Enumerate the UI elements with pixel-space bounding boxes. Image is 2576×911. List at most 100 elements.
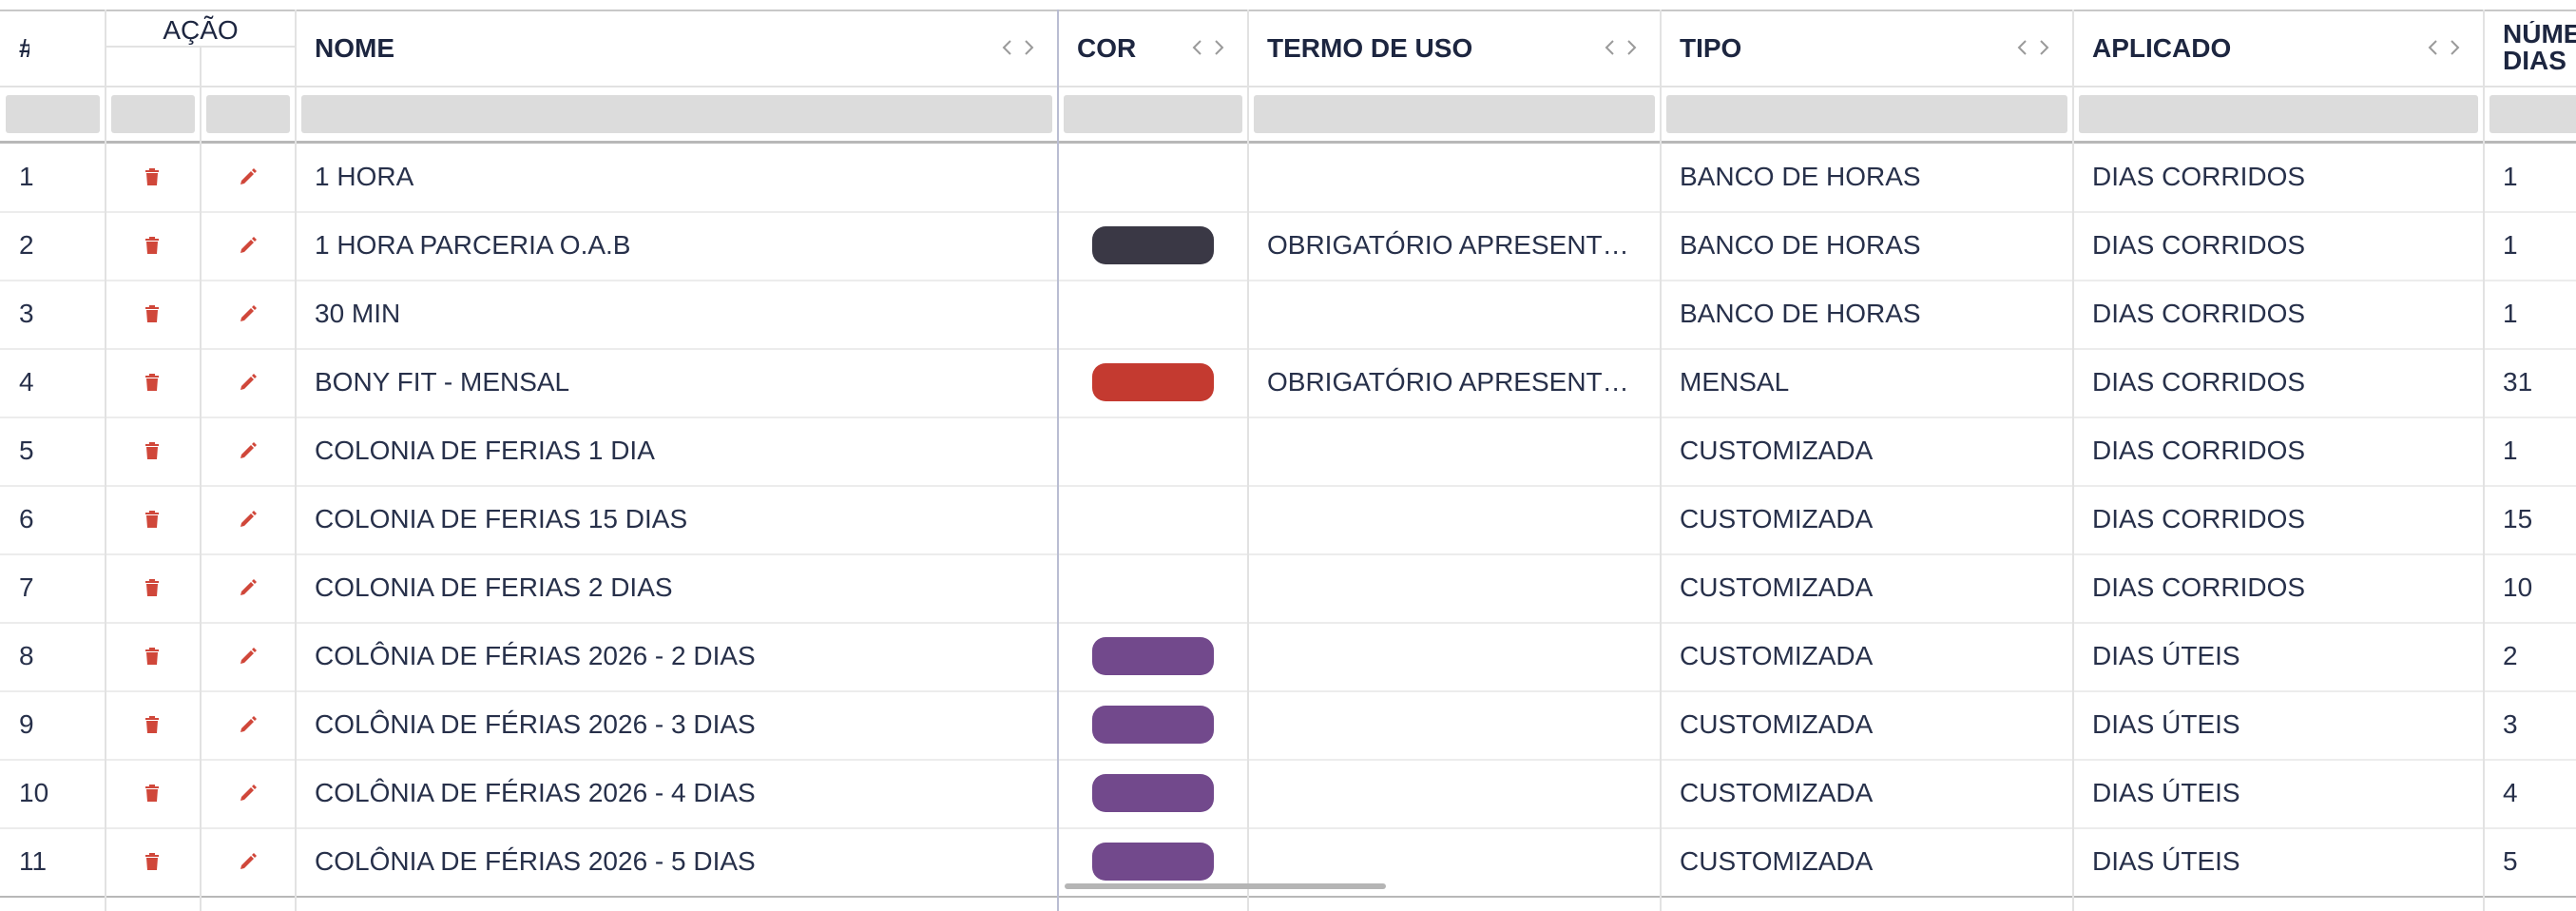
color-swatch [1092, 706, 1214, 744]
column-line [1660, 10, 1662, 911]
dias-cell: 31 [2503, 367, 2533, 397]
tipo-cell: BANCO DE HORAS [1680, 162, 1921, 191]
nome-cell: COLÔNIA DE FÉRIAS 2026 - 3 DIAS [315, 709, 756, 739]
table-bottom-border [0, 896, 2576, 898]
edit-button[interactable] [239, 715, 258, 734]
id-cell: 8 [19, 641, 34, 670]
delete-button[interactable] [144, 578, 163, 597]
delete-button[interactable] [144, 647, 163, 666]
row-line [0, 211, 2576, 213]
sort-arrows[interactable] [2427, 36, 2461, 59]
header-label: NOME [315, 33, 394, 63]
filter-input[interactable] [111, 95, 195, 133]
delete-button[interactable] [144, 784, 163, 803]
tipo-cell: BANCO DE HORAS [1680, 230, 1921, 260]
aplicado-cell: DIAS CORRIDOS [2092, 367, 2306, 397]
edit-button[interactable] [239, 167, 258, 186]
id-cell: 10 [19, 778, 49, 807]
edit-button[interactable] [239, 578, 258, 597]
column-line [1247, 10, 1249, 911]
filter-input[interactable] [1666, 95, 2067, 133]
id-cell: 1 [19, 162, 34, 191]
delete-button[interactable] [144, 236, 163, 255]
sort-arrows[interactable] [1191, 36, 1225, 59]
filter-input[interactable] [1064, 95, 1242, 133]
nome-cell: COLONIA DE FERIAS 1 DIA [315, 436, 655, 465]
id-cell: 3 [19, 299, 34, 328]
filter-input[interactable] [2079, 95, 2478, 133]
edit-button[interactable] [239, 647, 258, 666]
edit-button[interactable] [239, 304, 258, 323]
row-line [0, 348, 2576, 350]
tipo-cell: CUSTOMIZADA [1680, 778, 1874, 807]
aplicado-cell: DIAS CORRIDOS [2092, 504, 2306, 533]
row-line [0, 759, 2576, 761]
aplicado-cell: DIAS CORRIDOS [2092, 230, 2306, 260]
sort-arrows[interactable] [1604, 36, 1638, 59]
filter-input[interactable] [2489, 95, 2576, 133]
row-line [0, 280, 2576, 281]
nome-cell: COLONIA DE FERIAS 2 DIAS [315, 572, 673, 602]
filter-input[interactable] [301, 95, 1052, 133]
edit-button[interactable] [239, 852, 258, 871]
nome-cell: 30 MIN [315, 299, 401, 328]
column-line [2072, 10, 2074, 911]
tipo-cell: BANCO DE HORAS [1680, 299, 1921, 328]
sort-arrows[interactable] [1001, 36, 1035, 59]
dias-cell: 1 [2503, 230, 2518, 260]
sort-arrows[interactable] [2016, 36, 2050, 59]
scrollbar-thumb [1065, 883, 1386, 889]
header-label: COR [1077, 33, 1137, 63]
nome-cell: COLÔNIA DE FÉRIAS 2026 - 5 DIAS [315, 846, 756, 876]
id-cell: 2 [19, 230, 34, 260]
aplicado-cell: DIAS ÚTEIS [2092, 778, 2240, 807]
filter-input[interactable] [6, 95, 100, 133]
row-line [0, 827, 2576, 829]
tipo-cell: CUSTOMIZADA [1680, 504, 1874, 533]
dias-cell: 1 [2503, 436, 2518, 465]
delete-button[interactable] [144, 510, 163, 529]
id-cell: 11 [19, 846, 48, 876]
delete-button[interactable] [144, 373, 163, 392]
edit-button[interactable] [239, 441, 258, 460]
filter-input[interactable] [1254, 95, 1655, 133]
row-line [0, 553, 2576, 555]
tipo-cell: CUSTOMIZADA [1680, 641, 1874, 670]
color-swatch [1092, 363, 1214, 401]
aplicado-cell: DIAS CORRIDOS [2092, 299, 2306, 328]
aplicado-cell: DIAS CORRIDOS [2092, 572, 2306, 602]
aplicado-cell: DIAS CORRIDOS [2092, 436, 2306, 465]
delete-button[interactable] [144, 852, 163, 871]
delete-button[interactable] [144, 167, 163, 186]
tipo-cell: MENSAL [1680, 367, 1790, 397]
column-line [105, 10, 106, 911]
header-label: # [19, 11, 29, 86]
edit-button[interactable] [239, 236, 258, 255]
color-swatch [1092, 774, 1214, 812]
header-label: NÚMERO DIAS [2503, 21, 2576, 74]
row-line [0, 690, 2576, 692]
filter-input[interactable] [206, 95, 290, 133]
nome-cell: COLONIA DE FERIAS 15 DIAS [315, 504, 688, 533]
edit-button[interactable] [239, 373, 258, 392]
header-label: TERMO DE USO [1267, 33, 1473, 63]
delete-button[interactable] [144, 304, 163, 323]
color-swatch [1092, 843, 1214, 881]
tipo-cell: CUSTOMIZADA [1680, 436, 1874, 465]
column-line [200, 46, 202, 911]
edit-button[interactable] [239, 510, 258, 529]
dias-cell: 10 [2503, 572, 2533, 602]
dias-cell: 1 [2503, 162, 2518, 191]
tipo-cell: CUSTOMIZADA [1680, 709, 1874, 739]
dias-cell: 1 [2503, 299, 2518, 328]
row-line [0, 417, 2576, 418]
row-line [0, 485, 2576, 487]
header-label: AÇÃO [163, 15, 239, 45]
delete-button[interactable] [144, 441, 163, 460]
color-swatch [1092, 637, 1214, 675]
delete-button[interactable] [144, 715, 163, 734]
aplicado-cell: DIAS CORRIDOS [2092, 162, 2306, 191]
edit-button[interactable] [239, 784, 258, 803]
dias-cell: 15 [2503, 504, 2533, 533]
